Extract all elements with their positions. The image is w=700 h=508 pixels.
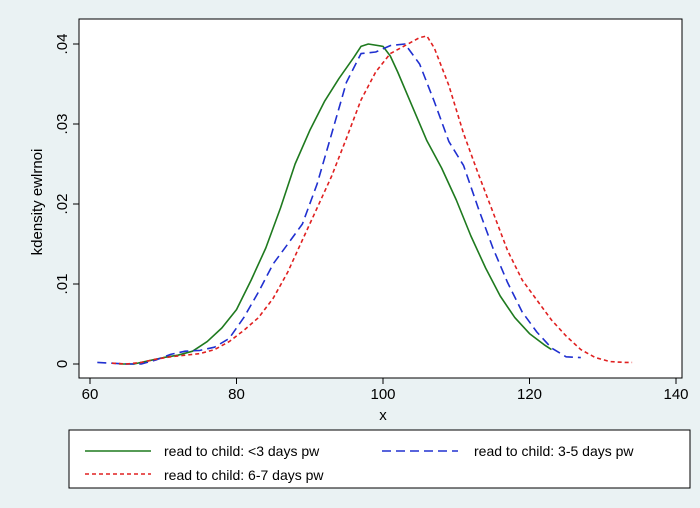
- y-tick-label: 0: [54, 360, 71, 368]
- x-tick-label: 80: [228, 386, 245, 403]
- legend-label-series-1: read to child: <3 days pw: [164, 443, 320, 459]
- series-layer: [97, 35, 633, 365]
- series-line-2: [97, 43, 581, 365]
- legend: read to child: <3 days pw read to child:…: [68, 429, 691, 489]
- legend-box: [68, 429, 691, 489]
- x-axis: 60 80 100 120 140: [82, 378, 689, 403]
- x-tick-label: 140: [663, 386, 688, 403]
- series-line-3: [111, 35, 633, 365]
- y-tick-label: .02: [54, 194, 71, 215]
- series-line-1: [119, 43, 552, 365]
- x-tick-label: 60: [82, 386, 99, 403]
- x-tick-label: 120: [517, 386, 542, 403]
- y-tick-label: .04: [54, 34, 71, 55]
- plot-area: [78, 18, 683, 379]
- x-tick-label: 100: [370, 386, 395, 403]
- y-axis-title: kdensity ewlrnoi: [29, 149, 46, 256]
- legend-label-series-2: read to child: 3-5 days pw: [474, 443, 634, 459]
- y-tick-label: .03: [54, 114, 71, 135]
- x-axis-title: x: [379, 407, 387, 424]
- legend-label-series-3: read to child: 6-7 days pw: [164, 467, 324, 483]
- y-axis: 0 .01 .02 .03 .04: [54, 34, 79, 368]
- y-tick-label: .01: [54, 274, 71, 295]
